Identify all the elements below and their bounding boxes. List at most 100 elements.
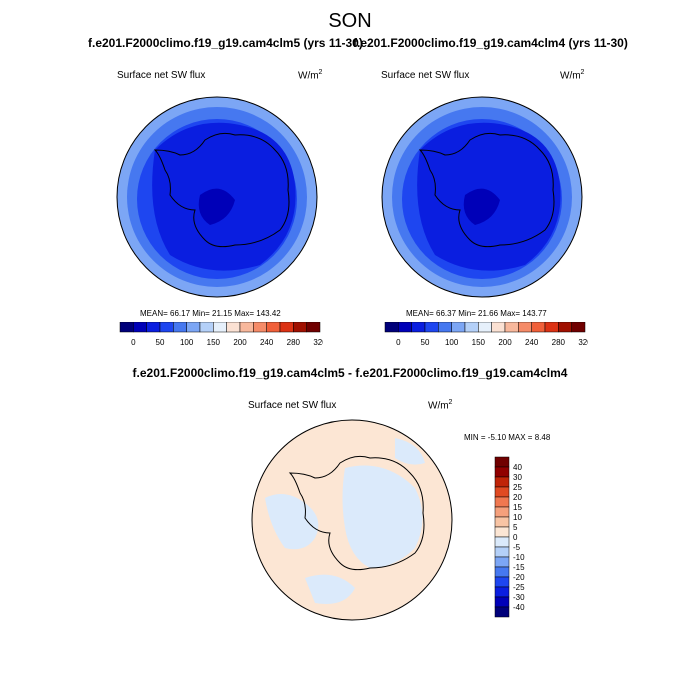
map-border [116,96,318,298]
colorbar-tick-label: 100 [445,338,459,347]
colorbar-box [266,322,281,333]
colorbar-box [494,596,510,608]
map-border [381,96,583,298]
colorbar-tick-label: 150 [472,338,486,347]
colorbar-tick-label: -20 [513,573,525,582]
colorbar-box [159,322,174,333]
colorbar-box [411,322,426,333]
colorbar-box [494,546,510,558]
map-panel-diff [251,419,453,621]
colorbar-box [186,322,201,333]
map-panel-1 [116,96,318,298]
colorbar-tick-label: 0 [396,338,401,347]
colorbar-box [494,456,510,468]
colorbar-box [213,322,227,333]
colorbar-tick-label: -15 [513,563,525,572]
colorbar-tick-label: 0 [131,338,136,347]
colorbar-box [306,322,321,333]
colorbar-box [494,606,510,618]
colorbar-box [494,496,510,508]
colorbar-box [504,322,519,333]
diff-title: f.e201.F2000climo.f19_g19.cam4clm5 - f.e… [132,366,568,380]
colorbar-tick-label: -40 [513,603,525,612]
colorbar-tick-label: 100 [180,338,194,347]
diff-stats: MIN = -5.10 MAX = 8.48 [464,433,551,442]
colorbar-panel-1: 0 50 100 150 200 240 280 320 [119,322,323,347]
colorbar-box [438,322,452,333]
colorbar-box [494,536,510,548]
colorbar-box [494,476,510,488]
colorbar-tick-label: 40 [513,463,522,472]
diff-patch [305,574,355,604]
colorbar-box [464,322,479,333]
panel1-variable: Surface net SW flux [117,70,206,81]
colorbar-box [494,486,510,498]
band-5 [463,188,500,225]
colorbar-tick-label: 10 [513,513,522,522]
colorbar-box [494,466,510,478]
colorbar-tick-label: -25 [513,583,525,592]
colorbar-box [494,556,510,568]
colorbar-box [146,322,161,333]
colorbar-tick-label: -5 [513,543,521,552]
diff-patch [395,438,425,465]
colorbar-box [293,322,307,333]
coastline [288,455,425,571]
coastline [153,132,290,248]
colorbar-box [531,322,546,333]
colorbar-box [478,322,492,333]
colorbar-tick-label: 50 [421,338,430,347]
colorbar-tick-label: 240 [525,338,539,347]
colorbar-tick-label: 280 [552,338,566,347]
colorbar-box [491,322,506,333]
colorbar-tick-label: -30 [513,593,525,602]
panel2-units: W/m2 [560,69,585,82]
colorbar-box [518,322,532,333]
colorbar-box [494,576,510,588]
case1-title: f.e201.F2000climo.f19_g19.cam4clm5 (yrs … [88,36,363,50]
colorbar-box [494,586,510,598]
colorbar-panel-2: 0 50 100 150 200 240 280 320 [384,322,588,347]
colorbar-box [199,322,214,333]
colorbar-box [544,322,559,333]
colorbar-tick-label: 25 [513,483,522,492]
diff-variable: Surface net SW flux [248,400,337,411]
colorbar-box [173,322,187,333]
colorbar-box [384,322,399,333]
colorbar-box [119,322,134,333]
colorbar-box [226,322,241,333]
colorbar-tick-label: 50 [156,338,165,347]
colorbar-tick-label: 240 [260,338,274,347]
colorbar-tick-label: 20 [513,493,522,502]
page-title: SON [328,10,372,32]
colorbar-box [494,506,510,518]
colorbar-tick-label: 280 [287,338,301,347]
colorbar-tick-label: 200 [233,338,247,347]
colorbar-tick-label: 320 [313,338,323,347]
case2-title: f.e201.F2000climo.f19_g19.cam4clm4 (yrs … [353,36,628,50]
colorbar-box [424,322,439,333]
colorbar-box [494,516,510,528]
colorbar-tick-label: 320 [578,338,588,347]
colorbar-tick-label: 0 [513,533,518,542]
colorbar-box [398,322,412,333]
diff-units: W/m2 [428,399,453,412]
colorbar-box [494,526,510,538]
colorbar-box [133,322,147,333]
colorbar-tick-label: -10 [513,553,525,562]
panel1-units: W/m2 [298,69,323,82]
panel2-variable: Surface net SW flux [381,70,470,81]
map-border [251,419,453,621]
colorbar-box [558,322,572,333]
colorbar-box [571,322,586,333]
panel2-stats: MEAN= 66.37 Min= 21.66 Max= 143.77 [406,309,547,318]
map-panel-2 [381,96,583,298]
band-5 [198,188,235,225]
colorbar-box [451,322,466,333]
coastline [418,132,555,248]
colorbar-tick-label: 150 [207,338,221,347]
colorbar-box [253,322,267,333]
colorbar-tick-label: 30 [513,473,522,482]
diff-patch [342,465,423,568]
